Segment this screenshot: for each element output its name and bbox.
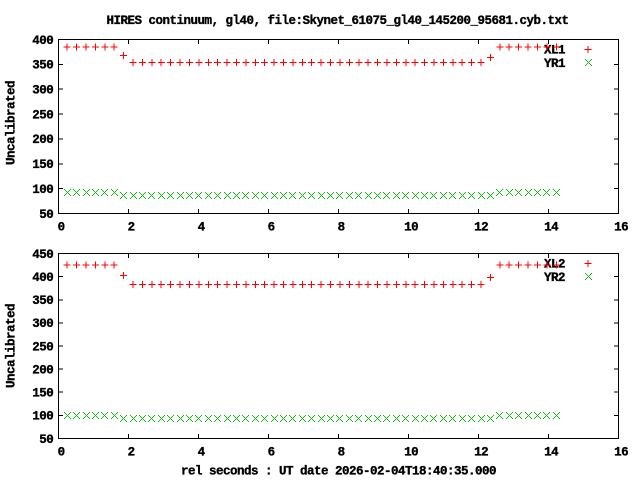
svg-text:12: 12 — [474, 446, 488, 460]
svg-text:350: 350 — [32, 59, 53, 73]
svg-text:6: 6 — [268, 446, 275, 460]
svg-text:14: 14 — [544, 221, 559, 235]
svg-text:rel seconds : UT date 2026-02-: rel seconds : UT date 2026-02-04T18:40:3… — [181, 465, 496, 479]
svg-text:10: 10 — [404, 221, 418, 235]
svg-text:8: 8 — [338, 221, 345, 235]
svg-text:4: 4 — [198, 446, 206, 460]
svg-text:0: 0 — [58, 446, 65, 460]
svg-text:6: 6 — [268, 221, 275, 235]
svg-text:450: 450 — [32, 248, 53, 262]
svg-text:50: 50 — [39, 433, 53, 447]
svg-text:250: 250 — [32, 340, 53, 354]
svg-text:4: 4 — [198, 221, 206, 235]
svg-text:150: 150 — [32, 387, 53, 401]
svg-text:8: 8 — [338, 446, 345, 460]
svg-text:150: 150 — [32, 158, 53, 172]
svg-text:2: 2 — [128, 221, 135, 235]
svg-text:10: 10 — [404, 446, 418, 460]
svg-text:Uncalibrated: Uncalibrated — [4, 304, 18, 388]
svg-text:350: 350 — [32, 294, 53, 308]
svg-text:100: 100 — [32, 410, 53, 424]
svg-text:YR2: YR2 — [544, 271, 565, 285]
svg-text:14: 14 — [544, 446, 559, 460]
svg-text:16: 16 — [614, 446, 628, 460]
svg-text:300: 300 — [32, 317, 53, 331]
svg-text:200: 200 — [32, 363, 53, 377]
svg-text:300: 300 — [32, 84, 53, 98]
svg-text:400: 400 — [32, 34, 53, 48]
svg-text:250: 250 — [32, 108, 53, 122]
svg-text:12: 12 — [474, 221, 488, 235]
svg-text:2: 2 — [128, 446, 135, 460]
svg-text:100: 100 — [32, 183, 53, 197]
svg-text:200: 200 — [32, 133, 53, 147]
svg-text:Uncalibrated: Uncalibrated — [4, 81, 18, 165]
svg-text:YR1: YR1 — [544, 57, 565, 71]
svg-text:16: 16 — [614, 221, 628, 235]
svg-text:HIRES continuum, gl40, file:Sk: HIRES continuum, gl40, file:Skynet_61075… — [106, 14, 568, 28]
svg-text:0: 0 — [58, 221, 65, 235]
svg-text:400: 400 — [32, 271, 53, 285]
svg-text:50: 50 — [39, 208, 53, 222]
